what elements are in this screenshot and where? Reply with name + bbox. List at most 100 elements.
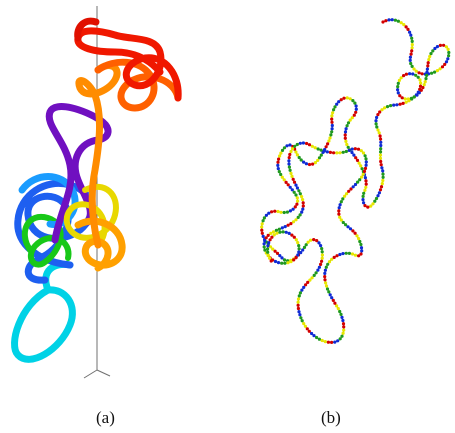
- chain-bead: [357, 254, 361, 258]
- chain-bead: [300, 319, 304, 323]
- chain-bead: [338, 215, 342, 219]
- chain-bead: [379, 147, 383, 151]
- chain-bead: [378, 156, 383, 160]
- chain-bead: [354, 104, 358, 108]
- chain-bead: [381, 178, 385, 183]
- chain-bead: [399, 21, 403, 25]
- chain-bead: [300, 210, 304, 214]
- chain-bead: [296, 253, 300, 257]
- chain-bead: [262, 242, 266, 246]
- chain-bead: [410, 39, 414, 44]
- chain-bead: [297, 244, 301, 248]
- chain-bead: [289, 149, 293, 154]
- chain-bead: [381, 172, 385, 176]
- chain-bead: [282, 210, 286, 215]
- chain-bead: [352, 153, 356, 157]
- chain-bead: [359, 242, 363, 247]
- chain-bead: [298, 192, 302, 196]
- chain-bead: [376, 128, 380, 132]
- chain-bead: [284, 230, 288, 234]
- chain-bead: [345, 124, 349, 128]
- chain-bead: [406, 27, 410, 31]
- chain-bead: [348, 227, 353, 231]
- chain-bead: [342, 96, 346, 100]
- chain-bead: [412, 67, 416, 71]
- chain-bead: [302, 322, 306, 326]
- chain-bead: [267, 211, 271, 215]
- chain-bead: [319, 262, 323, 266]
- chain-bead: [291, 147, 295, 151]
- chain-bead: [347, 251, 351, 255]
- chain-bead: [389, 104, 393, 108]
- chain-bead: [310, 144, 314, 148]
- caption-panel-a: (a): [96, 408, 115, 427]
- chain-bead: [319, 244, 323, 248]
- chain-bead: [350, 147, 354, 151]
- chain-bead: [326, 142, 330, 146]
- chain-bead: [414, 73, 418, 77]
- chain-dots: [260, 18, 451, 344]
- chain-bead: [297, 294, 301, 298]
- chain-bead: [410, 49, 414, 53]
- chain-bead: [379, 140, 383, 144]
- chain-bead: [263, 239, 267, 243]
- chain-bead: [330, 123, 334, 128]
- chain-bead: [346, 145, 350, 149]
- chain-bead: [319, 153, 323, 157]
- chain-bead: [396, 19, 400, 23]
- chain-bead: [299, 158, 303, 162]
- chain-bead: [341, 318, 345, 323]
- chain-bead: [355, 234, 359, 238]
- chain-bead: [320, 259, 324, 263]
- chain-bead: [433, 70, 437, 74]
- chain-bead: [427, 58, 431, 62]
- chain-bead: [323, 275, 327, 279]
- chain-bead: [317, 265, 321, 269]
- chain-bead: [409, 33, 413, 37]
- chain-bead: [384, 19, 388, 23]
- chain-bead: [360, 175, 364, 179]
- chain-bead: [271, 247, 275, 251]
- chain-bead: [395, 103, 399, 107]
- chain-bead: [361, 151, 366, 155]
- chain-bead: [341, 331, 345, 335]
- chain-bead: [309, 238, 313, 242]
- axis-base-left: [83, 369, 98, 379]
- chain-bead: [269, 259, 273, 263]
- chain-bead: [396, 81, 400, 85]
- chain-bead: [290, 233, 294, 237]
- chain-bead: [348, 97, 352, 101]
- chain-bead: [282, 178, 286, 182]
- chain-bead: [348, 118, 352, 122]
- chain-bead: [260, 231, 264, 235]
- chain-bead: [338, 309, 342, 314]
- chain-bead: [266, 250, 270, 254]
- chain-bead: [277, 157, 281, 161]
- chain-bead: [305, 327, 309, 331]
- chain-bead: [402, 74, 406, 78]
- chain-bead: [375, 115, 379, 120]
- chain-bead: [276, 261, 281, 265]
- chain-bead: [315, 239, 319, 243]
- chain-bead: [362, 169, 367, 173]
- chain-bead: [268, 245, 273, 249]
- chain-bead: [343, 130, 348, 134]
- chain-bead: [447, 54, 451, 58]
- chain-bead: [316, 268, 320, 272]
- chain-bead: [385, 105, 390, 109]
- chain-bead: [344, 251, 348, 255]
- chain-bead: [300, 195, 304, 199]
- chain-bead: [380, 166, 384, 170]
- chain-bead: [355, 158, 360, 162]
- chain-bead: [294, 150, 298, 154]
- chain-bead: [280, 261, 284, 265]
- chain-bead: [288, 185, 292, 189]
- chain-bead: [284, 180, 288, 184]
- chain-bead: [375, 125, 379, 129]
- chain-bead: [419, 81, 423, 85]
- chain-bead: [364, 179, 368, 183]
- chain-bead: [295, 196, 299, 200]
- chain-bead: [410, 46, 414, 50]
- chain-bead: [335, 102, 339, 106]
- chain-bead: [325, 150, 329, 154]
